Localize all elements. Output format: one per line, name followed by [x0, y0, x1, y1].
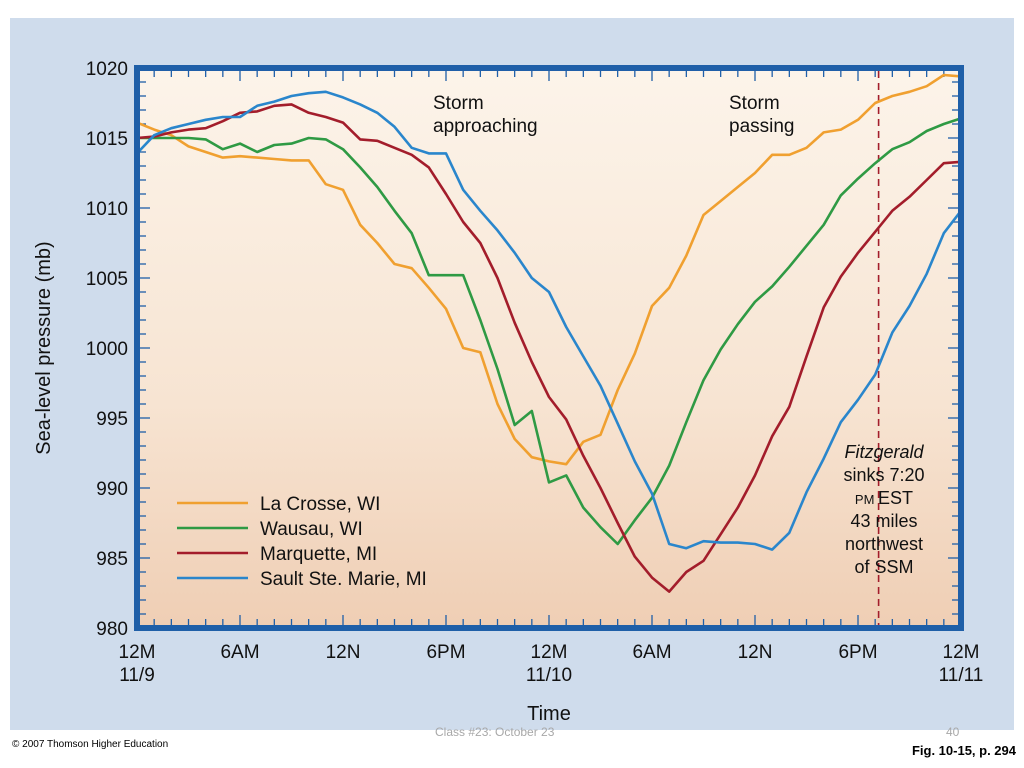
- y-tick-label: 1015: [86, 129, 128, 150]
- y-tick-label: 1020: [86, 59, 128, 80]
- y-tick-label: 1000: [86, 339, 128, 360]
- plot-frame: [134, 65, 964, 631]
- slide-number: 40: [946, 725, 960, 739]
- x-tick-label: 12M: [119, 642, 156, 663]
- fitzgerald-line: northwest: [845, 534, 923, 554]
- storm-passing-label: passing: [729, 116, 795, 137]
- x-tick-label: 12M: [531, 642, 568, 663]
- x-tick-label: 12M: [943, 642, 980, 663]
- figure-reference: Fig. 10-15, p. 294: [911, 743, 1016, 758]
- plot-background: [137, 68, 961, 628]
- y-axis-title: Sea-level pressure (mb): [33, 241, 55, 454]
- x-tick-label: 6AM: [220, 642, 259, 663]
- fitzgerald-est: EST: [878, 488, 913, 508]
- copyright-text: © 2007 Thomson Higher Education: [12, 739, 169, 750]
- series-line-3: [136, 90, 963, 551]
- x-tick-label: 6PM: [838, 642, 877, 663]
- y-tick-label: 985: [96, 549, 128, 570]
- legend-label-2: Marquette, MI: [260, 544, 377, 565]
- x-tick-label: 12N: [326, 642, 361, 663]
- x-tick-label: 6PM: [426, 642, 465, 663]
- x-tick-label: 12N: [738, 642, 773, 663]
- fitzgerald-time-line: PM EST: [855, 488, 913, 508]
- fitzgerald-title: Fitzgerald: [844, 442, 924, 462]
- series-line-0: [136, 73, 962, 466]
- y-tick-label: 995: [96, 409, 128, 430]
- fitzgerald-line: 43 miles: [850, 511, 917, 531]
- pressure-chart: 9809859909951000100510101015102012M11/96…: [33, 59, 984, 725]
- storm-passing-label: Storm: [729, 93, 780, 114]
- slide-footer-label: Class #23: October 23: [435, 725, 555, 739]
- y-tick-label: 1010: [86, 199, 128, 220]
- series-line-2: [136, 103, 962, 593]
- y-tick-label: 990: [96, 479, 128, 500]
- x-tick-label-date: 11/10: [526, 665, 572, 686]
- fitzgerald-pm: PM: [855, 492, 878, 507]
- y-tick-label: 1005: [86, 269, 128, 290]
- fitzgerald-line: of SSM: [854, 557, 913, 577]
- storm-approaching-label: Storm: [433, 93, 484, 114]
- legend-label-0: La Crosse, WI: [260, 494, 380, 515]
- y-tick-label: 980: [96, 619, 128, 640]
- x-tick-label: 6AM: [632, 642, 671, 663]
- fitzgerald-line: sinks 7:20: [843, 465, 924, 485]
- x-tick-label-date: 11/9: [119, 665, 155, 686]
- figure-panel: 980 985 990 995 1000 1005 1010 1015 1020 12M 11/9 6…: [10, 18, 1014, 730]
- x-axis-title: Time: [527, 703, 571, 725]
- legend-label-3: Sault Ste. Marie, MI: [260, 569, 427, 590]
- x-tick-label-date: 11/11: [939, 665, 984, 686]
- storm-approaching-label: approaching: [433, 116, 538, 137]
- legend-label-1: Wausau, WI: [260, 519, 363, 540]
- series-line-1: [137, 117, 962, 546]
